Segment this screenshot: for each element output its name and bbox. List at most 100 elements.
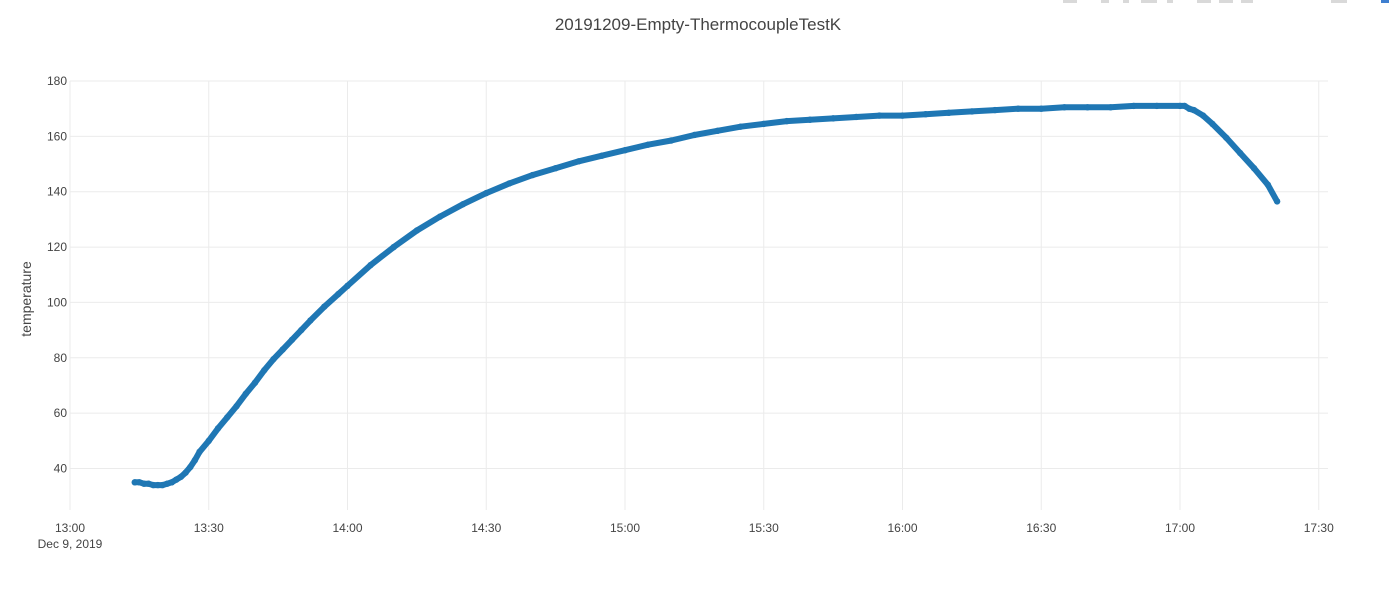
data-point xyxy=(307,317,314,324)
y-tick-label: 160 xyxy=(47,129,67,143)
data-point xyxy=(1130,102,1137,110)
x-tick-label: 17:30 xyxy=(1304,521,1334,535)
y-tick-label: 120 xyxy=(47,240,67,254)
plotly-logo-icon[interactable] xyxy=(1381,0,1389,3)
y-tick-label: 140 xyxy=(47,185,67,199)
data-point xyxy=(922,111,929,118)
data-point xyxy=(251,379,259,386)
data-point xyxy=(1176,102,1184,110)
modebar-toolbar[interactable] xyxy=(1061,0,1391,4)
data-point xyxy=(182,469,189,476)
data-point xyxy=(279,346,286,353)
data-point xyxy=(991,106,999,114)
data-point xyxy=(261,367,268,374)
data-point xyxy=(1250,164,1258,172)
zoom-icon[interactable] xyxy=(1063,0,1077,3)
x-tick-label: 14:30 xyxy=(471,521,501,535)
y-tick-label: 60 xyxy=(54,406,68,420)
data-point xyxy=(529,171,536,179)
data-point xyxy=(233,403,240,410)
data-point xyxy=(1209,120,1216,128)
data-point xyxy=(154,481,162,489)
zoom-in-icon[interactable] xyxy=(1167,0,1173,3)
data-point xyxy=(1061,104,1068,111)
data-point xyxy=(691,131,698,139)
data-point xyxy=(1107,104,1114,111)
data-point xyxy=(1014,105,1022,112)
data-point xyxy=(668,137,675,144)
data-point xyxy=(506,180,513,187)
box-select-icon[interactable] xyxy=(1141,0,1157,3)
y-tick-label: 180 xyxy=(47,74,67,88)
x-tick-label: 15:30 xyxy=(749,521,779,535)
data-point xyxy=(321,303,328,310)
pan-icon[interactable] xyxy=(1101,0,1109,3)
gridlines xyxy=(69,80,1328,510)
data-point xyxy=(187,463,194,471)
data-point xyxy=(168,479,175,486)
x-tick-label: 17:00 xyxy=(1165,521,1195,535)
data-point xyxy=(173,476,180,483)
reset-axes-icon[interactable] xyxy=(1241,0,1253,3)
y-axis-title: temperature xyxy=(18,261,34,337)
data-point xyxy=(853,113,860,121)
x-tick-label: 16:00 xyxy=(887,521,917,535)
spike-lines-icon[interactable] xyxy=(1331,0,1347,3)
data-point xyxy=(876,112,883,119)
data-point xyxy=(1038,105,1045,112)
tick-labels: 40 60 80 100 120 140 160 180 13:00 13:30 14:00 14:3… xyxy=(47,74,1334,535)
data-point xyxy=(191,456,199,464)
data-point xyxy=(737,123,744,130)
data-point xyxy=(1084,104,1091,111)
data-series xyxy=(131,102,1281,489)
x-tick-label: 13:30 xyxy=(194,521,224,535)
data-point xyxy=(242,390,249,397)
data-point xyxy=(288,336,296,343)
data-point xyxy=(1264,181,1272,188)
data-point xyxy=(131,479,138,486)
data-point xyxy=(1236,149,1244,157)
data-point xyxy=(140,480,148,487)
data-point xyxy=(436,213,444,220)
zoom-out-icon[interactable] xyxy=(1197,0,1211,3)
x-date-label: Dec 9, 2019 xyxy=(38,537,103,551)
data-point xyxy=(1181,102,1188,110)
y-tick-label: 80 xyxy=(54,351,68,365)
data-point xyxy=(459,200,467,208)
data-point xyxy=(783,117,791,125)
data-point xyxy=(1190,106,1198,114)
series-trace xyxy=(131,102,1281,489)
data-point xyxy=(335,290,342,298)
data-point xyxy=(899,112,906,119)
x-tick-label: 16:30 xyxy=(1026,521,1056,535)
data-point xyxy=(621,146,629,154)
data-point xyxy=(214,425,222,432)
data-point xyxy=(806,116,814,123)
data-point xyxy=(829,115,837,122)
data-point xyxy=(344,282,351,290)
x-tick-label: 13:00 xyxy=(55,521,85,535)
data-point xyxy=(598,152,606,159)
data-point xyxy=(968,108,976,115)
data-point xyxy=(714,127,721,135)
data-point xyxy=(413,227,421,234)
data-point xyxy=(1273,198,1281,205)
data-point xyxy=(367,261,374,269)
data-point xyxy=(1223,134,1230,141)
data-point xyxy=(224,414,231,421)
data-point xyxy=(205,437,212,445)
x-tick-label: 14:00 xyxy=(332,521,362,535)
data-point xyxy=(644,141,652,148)
autoscale-icon[interactable] xyxy=(1219,0,1233,3)
data-point xyxy=(1199,112,1207,119)
data-point xyxy=(945,109,952,117)
data-point xyxy=(760,120,767,128)
y-tick-label: 100 xyxy=(47,295,67,309)
data-point xyxy=(298,326,305,334)
data-point xyxy=(552,164,559,172)
chart-title: 20191209-Empty-ThermocoupleTestK xyxy=(555,15,842,34)
data-point xyxy=(270,355,277,363)
data-point xyxy=(575,158,582,165)
lasso-icon[interactable] xyxy=(1123,0,1129,3)
